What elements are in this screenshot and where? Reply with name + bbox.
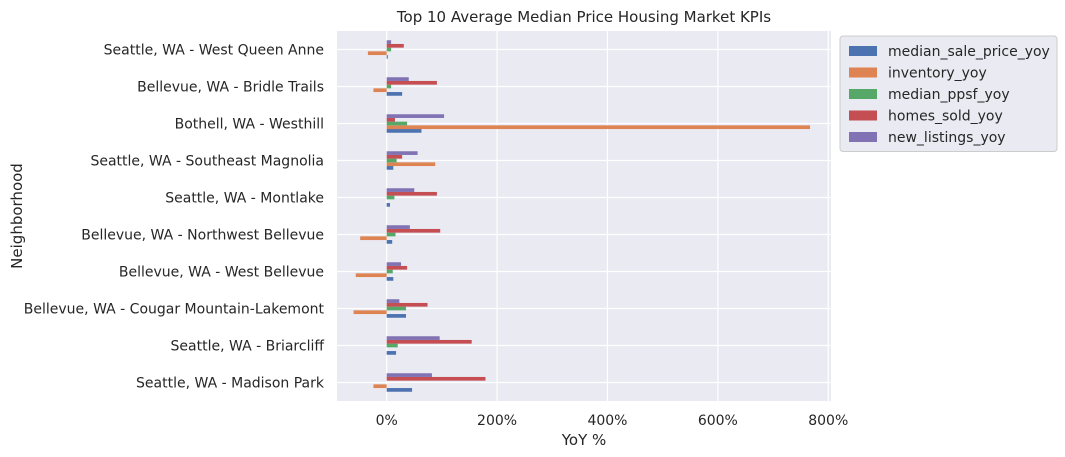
y-tick-label: Seattle, WA - Montlake: [165, 191, 324, 207]
bar-homes-sold-yoy: [386, 376, 486, 381]
x-tick-labels: 0% 200% 400% 600% 800%: [376, 413, 849, 429]
x-tick-label: 0%: [376, 413, 398, 429]
legend-label: median_sale_price_yoy: [888, 44, 1050, 60]
bar-median-ppsf-yoy: [386, 47, 392, 52]
bar-median-ppsf-yoy: [386, 232, 396, 237]
legend-box: [839, 35, 1058, 152]
legend-label: new_listings_yoy: [888, 130, 1006, 146]
y-tick-label: Seattle, WA - Briarcliff: [171, 339, 325, 355]
bar-homes-sold-yoy: [386, 80, 437, 85]
bar-median-sale-price-yoy: [386, 277, 394, 281]
legend-label: median_ppsf_yoy: [888, 87, 1010, 103]
bar-median-sale-price-yoy: [386, 314, 406, 318]
bar-median-ppsf-yoy: [386, 306, 406, 311]
bar-median-sale-price-yoy: [386, 240, 393, 244]
bar-median-ppsf-yoy: [386, 343, 398, 348]
legend-label: inventory_yoy: [888, 66, 987, 82]
bar-median-ppsf-yoy: [386, 158, 397, 163]
legend: median_sale_price_yoy inventory_yoymedian…: [839, 35, 1058, 152]
grid: [337, 31, 831, 401]
bar-median-ppsf-yoy: [386, 121, 408, 126]
bar-homes-sold-yoy: [386, 302, 428, 307]
bar-homes-sold-yoy: [386, 191, 437, 196]
bar-inventory-yoy: [386, 162, 436, 167]
bar-median-sale-price-yoy: [386, 203, 390, 207]
bar-new-listings-yoy: [386, 151, 418, 155]
bar-homes-sold-yoy: [386, 265, 408, 270]
x-axis-label: YoY %: [561, 431, 607, 449]
bar-median-ppsf-yoy: [386, 195, 395, 200]
legend-swatch: [849, 89, 877, 99]
legend-swatch: [849, 67, 877, 78]
bar-inventory-yoy: [373, 88, 387, 93]
y-tick-label: Bellevue, WA - Bridle Trails: [137, 80, 324, 96]
x-tick-label: 600%: [698, 413, 738, 429]
bar-new-listings-yoy: [386, 40, 392, 44]
bar-homes-sold-yoy: [386, 228, 441, 233]
bar-homes-sold-yoy: [386, 154, 403, 159]
bar-new-listings-yoy: [386, 262, 402, 266]
bar-new-listings-yoy: [386, 225, 410, 229]
bar-new-listings-yoy: [386, 336, 440, 340]
bar-inventory-yoy: [373, 384, 387, 389]
bar-new-listings-yoy: [386, 77, 409, 81]
y-axis-label: Neighborhood: [8, 163, 26, 269]
bar-homes-sold-yoy: [386, 43, 404, 48]
x-tick-label: 400%: [587, 413, 627, 429]
bar-inventory-yoy: [360, 236, 387, 241]
y-tick-labels: Seattle, WA - West Queen Anne Bellevue, W…: [24, 43, 325, 392]
bars: [353, 40, 811, 392]
bar-inventory-yoy: [355, 273, 387, 278]
x-tick-label: 800%: [808, 413, 848, 429]
y-tick-label: Bellevue, WA - West Bellevue: [119, 265, 324, 281]
x-tick-label: 200%: [477, 413, 517, 429]
bar-new-listings-yoy: [386, 188, 415, 192]
bar-median-sale-price-yoy: [386, 92, 403, 96]
chart-title: Top 10 Average Median Price Housing Mark…: [396, 8, 771, 26]
bar-new-listings-yoy: [386, 299, 400, 303]
y-tick-label: Seattle, WA - Southeast Magnolia: [90, 154, 324, 170]
legend-swatch: [849, 46, 877, 56]
bar-new-listings-yoy: [386, 114, 445, 118]
legend-label: homes_sold_yoy: [888, 109, 1003, 125]
bar-inventory-yoy: [353, 310, 387, 315]
y-tick-label: Bothell, WA - Westhill: [175, 117, 324, 133]
bar-median-sale-price-yoy: [386, 388, 413, 392]
legend-swatch: [849, 110, 877, 121]
bar-median-ppsf-yoy: [386, 84, 392, 89]
bar-median-sale-price-yoy: [386, 351, 397, 355]
bar-median-sale-price-yoy: [386, 166, 394, 170]
y-tick-label: Seattle, WA - West Queen Anne: [104, 43, 324, 59]
bar-new-listings-yoy: [386, 373, 432, 377]
legend-swatch: [849, 132, 877, 142]
bar-homes-sold-yoy: [386, 117, 395, 122]
bar-inventory-yoy: [367, 51, 387, 56]
y-tick-label: Seattle, WA - Madison Park: [136, 376, 325, 392]
bar-median-sale-price-yoy: [386, 129, 422, 133]
bar-inventory-yoy: [386, 125, 811, 130]
y-tick-label: Bellevue, WA - Northwest Bellevue: [81, 228, 324, 244]
bar-median-sale-price-yoy: [386, 55, 388, 59]
bar-median-ppsf-yoy: [386, 269, 393, 274]
y-tick-label: Bellevue, WA - Cougar Mountain-Lakemont: [24, 302, 325, 318]
bar-homes-sold-yoy: [386, 339, 472, 344]
